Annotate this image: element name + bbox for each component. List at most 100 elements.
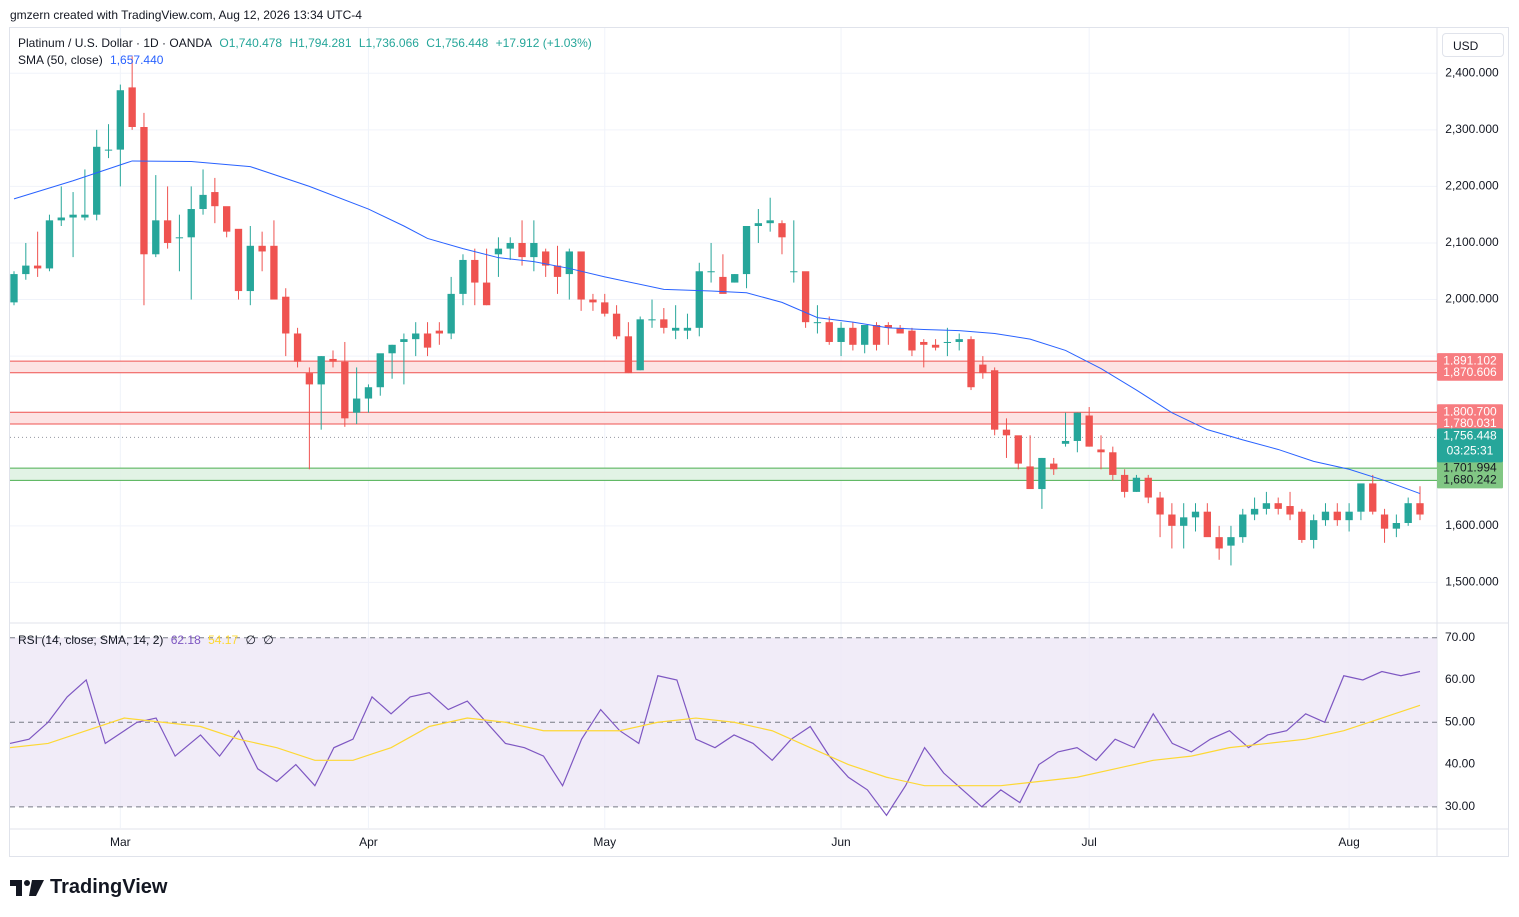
- candle-down[interactable]: [1369, 483, 1377, 512]
- candle-down[interactable]: [931, 344, 940, 348]
- candle-down[interactable]: [1215, 537, 1223, 549]
- candle-up[interactable]: [317, 356, 325, 385]
- candle-up[interactable]: [1038, 457, 1046, 490]
- candle-down[interactable]: [258, 245, 266, 252]
- candle-up[interactable]: [447, 293, 455, 334]
- candle-up[interactable]: [1191, 511, 1200, 518]
- candle-up[interactable]: [57, 217, 65, 221]
- candle-down[interactable]: [801, 271, 810, 323]
- candle-up[interactable]: [81, 214, 89, 218]
- candle-up[interactable]: [565, 251, 573, 275]
- candle-down[interactable]: [211, 192, 219, 207]
- candle-down[interactable]: [1097, 449, 1105, 453]
- candle-up[interactable]: [388, 344, 396, 354]
- candle-down[interactable]: [896, 327, 904, 334]
- rsi-sma-line[interactable]: [9, 704, 1421, 787]
- candle-up[interactable]: [695, 271, 703, 328]
- candle-up[interactable]: [1250, 508, 1259, 515]
- candle-down[interactable]: [1298, 511, 1306, 540]
- candle-down[interactable]: [329, 358, 337, 362]
- candle-up[interactable]: [246, 245, 254, 292]
- sma-label[interactable]: SMA (50, close): [18, 53, 103, 67]
- candle-down[interactable]: [553, 265, 562, 277]
- candle-up[interactable]: [352, 398, 361, 413]
- rsi-label[interactable]: RSI (14, close, SMA, 14, 2): [18, 633, 164, 647]
- candle-up[interactable]: [1262, 503, 1271, 509]
- rsi-line[interactable]: [9, 670, 1421, 817]
- candle-up[interactable]: [707, 271, 715, 273]
- candle-down[interactable]: [778, 223, 786, 238]
- candle-down[interactable]: [612, 313, 621, 337]
- candle-down[interactable]: [435, 330, 444, 334]
- candle-down[interactable]: [967, 339, 975, 388]
- candle-up[interactable]: [754, 223, 763, 226]
- candle-down[interactable]: [270, 245, 278, 300]
- candle-up[interactable]: [104, 149, 113, 151]
- candle-up[interactable]: [683, 327, 692, 331]
- candle-up[interactable]: [10, 274, 18, 303]
- candle-down[interactable]: [423, 333, 432, 348]
- candle-down[interactable]: [1380, 514, 1389, 529]
- candle-up[interactable]: [1404, 503, 1412, 523]
- candle-up[interactable]: [22, 265, 30, 275]
- candle-up[interactable]: [187, 209, 195, 238]
- candle-up[interactable]: [636, 319, 644, 371]
- candle-up[interactable]: [1132, 477, 1141, 492]
- candle-up[interactable]: [412, 333, 420, 340]
- candle-down[interactable]: [1168, 514, 1176, 526]
- candle-down[interactable]: [872, 325, 881, 345]
- candle-up[interactable]: [1061, 440, 1070, 444]
- candle-up[interactable]: [199, 194, 207, 210]
- candle-down[interactable]: [542, 251, 550, 266]
- resistance-zone[interactable]: [10, 412, 1437, 424]
- candle-down[interactable]: [1085, 415, 1093, 447]
- candle-up[interactable]: [648, 319, 656, 321]
- candle-down[interactable]: [979, 364, 987, 374]
- candle-down[interactable]: [128, 87, 136, 127]
- candle-up[interactable]: [69, 214, 77, 218]
- candle-down[interactable]: [1156, 497, 1164, 515]
- candle-down[interactable]: [825, 322, 833, 342]
- candle-down[interactable]: [1050, 463, 1058, 470]
- candle-up[interactable]: [175, 237, 184, 239]
- candle-up[interactable]: [1073, 412, 1082, 441]
- candle-down[interactable]: [282, 296, 290, 334]
- candle-down[interactable]: [293, 333, 302, 362]
- candle-down[interactable]: [920, 341, 928, 345]
- candle-up[interactable]: [530, 242, 538, 258]
- candle-up[interactable]: [45, 220, 54, 269]
- candle-up[interactable]: [766, 220, 774, 224]
- candle-down[interactable]: [577, 251, 585, 300]
- candle-down[interactable]: [719, 276, 727, 294]
- candle-down[interactable]: [305, 373, 314, 385]
- candle-down[interactable]: [1014, 435, 1022, 464]
- candle-up[interactable]: [1392, 523, 1401, 529]
- candle-down[interactable]: [163, 220, 172, 243]
- candle-up[interactable]: [731, 274, 739, 283]
- candle-up[interactable]: [1310, 520, 1318, 540]
- support-zone[interactable]: [10, 468, 1437, 481]
- candle-down[interactable]: [1203, 511, 1211, 538]
- candle-up[interactable]: [1227, 537, 1235, 546]
- candle-down[interactable]: [1333, 511, 1341, 521]
- candle-down[interactable]: [1120, 474, 1129, 492]
- candle-down[interactable]: [1144, 477, 1152, 498]
- candle-up[interactable]: [1180, 517, 1188, 526]
- candle-down[interactable]: [471, 259, 479, 283]
- candle-down[interactable]: [1416, 503, 1424, 515]
- candle-down[interactable]: [990, 370, 999, 430]
- candle-up[interactable]: [955, 339, 963, 342]
- sma-line[interactable]: [13, 160, 1421, 495]
- candle-up[interactable]: [152, 220, 160, 255]
- candle-up[interactable]: [116, 90, 124, 150]
- candle-up[interactable]: [861, 325, 869, 345]
- candle-up[interactable]: [742, 226, 751, 275]
- candle-up[interactable]: [1321, 511, 1330, 521]
- candle-down[interactable]: [234, 228, 243, 292]
- currency-selector[interactable]: USD: [1442, 33, 1504, 57]
- candle-up[interactable]: [364, 387, 373, 399]
- candle-down[interactable]: [518, 242, 526, 258]
- candle-down[interactable]: [482, 282, 491, 306]
- candle-up[interactable]: [376, 353, 384, 388]
